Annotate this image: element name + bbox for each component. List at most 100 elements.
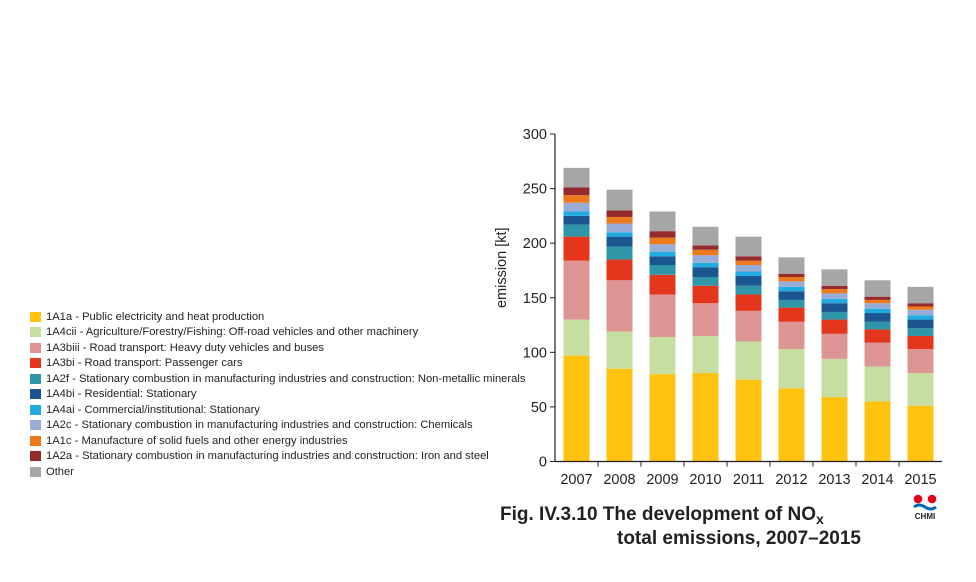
bar-segment-1a3bi-2011 xyxy=(735,294,762,311)
bar-segment-1a1c-2012 xyxy=(778,277,805,282)
x-tick-label: 2008 xyxy=(603,472,635,488)
bar-segment-1a3bi-2008 xyxy=(606,259,633,281)
bar-segment-1a1a-2012 xyxy=(778,388,805,462)
bar-segment-1a2f-2010 xyxy=(692,277,719,286)
x-tick-label: 2011 xyxy=(733,472,764,488)
bar-segment-1a1c-2010 xyxy=(692,249,719,256)
bar-segment-1a4bi-2008 xyxy=(606,236,633,247)
bar-segment-1a2a-2012 xyxy=(778,273,805,277)
axes-group: 2007 2008 2009 2010 2011 2012 2013 2014 2015 0 50 1… xyxy=(494,127,942,488)
bar-segment-other-2014 xyxy=(864,280,891,297)
y-tick-label: 50 xyxy=(531,400,547,416)
legend-swatch xyxy=(30,404,41,415)
legend-label: 1A3bi - Road transport: Passenger cars xyxy=(46,357,243,370)
bar-segment-1a3biii-2014 xyxy=(864,342,891,367)
bar-segment-1a4ai-2007 xyxy=(563,211,590,216)
caption-line-1: Fig. IV.3.10 The development of NOx xyxy=(500,505,861,529)
legend-label: 1A4bi - Residential: Stationary xyxy=(46,388,197,401)
bar-segment-1a4cii-2009 xyxy=(649,337,676,375)
bar-segment-1a1c-2013 xyxy=(821,289,848,294)
bar-segment-1a4cii-2007 xyxy=(563,319,590,356)
bar-segment-1a4cii-2010 xyxy=(692,335,719,374)
bar-segment-1a4bi-2014 xyxy=(864,313,891,322)
legend-item-1a2f: 1A2f - Stationary combustion in manufact… xyxy=(30,371,550,387)
bar-segment-1a2a-2011 xyxy=(735,256,762,261)
legend-swatch xyxy=(30,389,41,400)
bar-segment-1a4ai-2011 xyxy=(735,271,762,276)
legend-swatch xyxy=(30,435,41,446)
logo-dot-left xyxy=(913,494,923,504)
legend-label: Other xyxy=(46,465,74,478)
legend-item-1a1c: 1A1c - Manufacture of solid fuels and ot… xyxy=(30,433,550,449)
bar-segment-1a3biii-2010 xyxy=(692,303,719,336)
bar-segment-1a2c-2015 xyxy=(907,309,934,316)
bar-segment-other-2012 xyxy=(778,257,805,274)
bar-segment-1a2f-2007 xyxy=(563,224,590,237)
legend-swatch xyxy=(30,466,41,477)
bar-segment-1a2c-2011 xyxy=(735,265,762,272)
bar-segment-1a2a-2009 xyxy=(649,231,676,238)
bar-segment-1a2f-2015 xyxy=(907,328,934,336)
legend-swatch xyxy=(30,451,41,462)
bar-segment-1a2c-2009 xyxy=(649,244,676,252)
bar-segment-1a4bi-2015 xyxy=(907,319,934,329)
bar-segment-1a4cii-2011 xyxy=(735,341,762,380)
bar-segment-1a2f-2009 xyxy=(649,265,676,275)
bar-segment-1a2f-2011 xyxy=(735,285,762,295)
bar-segment-1a2c-2008 xyxy=(606,223,633,233)
x-tick-label: 2010 xyxy=(689,472,721,488)
bar-segment-1a1a-2007 xyxy=(563,355,590,462)
bar-segment-1a4ai-2008 xyxy=(606,232,633,237)
y-tick-label: 100 xyxy=(523,345,547,361)
legend-label: 1A4cii - Agriculture/Forestry/Fishing: O… xyxy=(46,326,419,339)
bar-segment-1a3bi-2013 xyxy=(821,319,848,334)
bar-segment-1a4bi-2010 xyxy=(692,267,719,278)
x-tick-label: 2012 xyxy=(775,472,807,488)
legend-label: 1A4ai - Commercial/institutional: Statio… xyxy=(46,403,260,416)
bar-segment-1a2f-2012 xyxy=(778,299,805,308)
bar-segment-1a3bi-2010 xyxy=(692,285,719,304)
bar-segment-1a3bi-2012 xyxy=(778,307,805,322)
bar-segment-1a2a-2007 xyxy=(563,187,590,196)
bar-segment-1a2c-2014 xyxy=(864,303,891,309)
y-tick-label: 250 xyxy=(523,182,547,198)
bar-segment-1a4ai-2010 xyxy=(692,262,719,268)
bar-segment-1a4bi-2011 xyxy=(735,275,762,286)
bar-segment-1a3biii-2011 xyxy=(735,310,762,342)
legend-label: 1A3biii - Road transport: Heavy duty veh… xyxy=(46,341,324,354)
bar-segment-1a4cii-2013 xyxy=(821,358,848,398)
bar-segment-1a2c-2007 xyxy=(563,202,590,212)
bar-segment-1a4bi-2007 xyxy=(563,215,590,225)
bar-segment-1a1c-2011 xyxy=(735,260,762,265)
bar-segment-1a2a-2013 xyxy=(821,285,848,290)
bar-segment-1a2a-2014 xyxy=(864,296,891,300)
legend-item-1a2c: 1A2c - Stationary combustion in manufact… xyxy=(30,418,550,434)
y-tick-label: 300 xyxy=(523,127,547,143)
legend-item-other: Other xyxy=(30,464,550,480)
bar-segment-other-2011 xyxy=(735,236,762,257)
bar-segment-1a2a-2008 xyxy=(606,210,633,217)
caption-line-2: total emissions, 2007–2015 xyxy=(617,528,861,549)
legend-label: 1A1a - Public electricity and heat produ… xyxy=(46,310,265,323)
legend-label: 1A2f - Stationary combustion in manufact… xyxy=(46,372,526,385)
caption-subscript: x xyxy=(816,511,824,527)
x-tick-label: 2013 xyxy=(818,472,850,488)
legend-swatch xyxy=(30,358,41,369)
y-tick-label: 150 xyxy=(523,291,547,307)
bar-segment-1a4cii-2012 xyxy=(778,349,805,389)
bar-segment-1a1a-2008 xyxy=(606,368,633,462)
figure-caption: Fig. IV.3.10 The development of NOx tota… xyxy=(500,505,861,549)
logo-wave-icon xyxy=(913,503,937,511)
bar-segment-1a4bi-2009 xyxy=(649,256,676,265)
legend-label: 1A2c - Stationary combustion in manufact… xyxy=(46,419,473,432)
bar-segment-1a3biii-2009 xyxy=(649,294,676,338)
bar-segment-1a3biii-2007 xyxy=(563,260,590,320)
bar-segment-1a1a-2013 xyxy=(821,397,848,462)
bar-segment-other-2015 xyxy=(907,286,934,304)
bar-segment-1a4cii-2015 xyxy=(907,373,934,406)
bar-segment-1a4cii-2008 xyxy=(606,331,633,369)
y-tick-label: 200 xyxy=(523,236,547,252)
bar-segment-1a1c-2015 xyxy=(907,306,934,310)
chmi-logo: CHMI xyxy=(913,494,937,521)
bar-segment-1a1a-2011 xyxy=(735,379,762,462)
